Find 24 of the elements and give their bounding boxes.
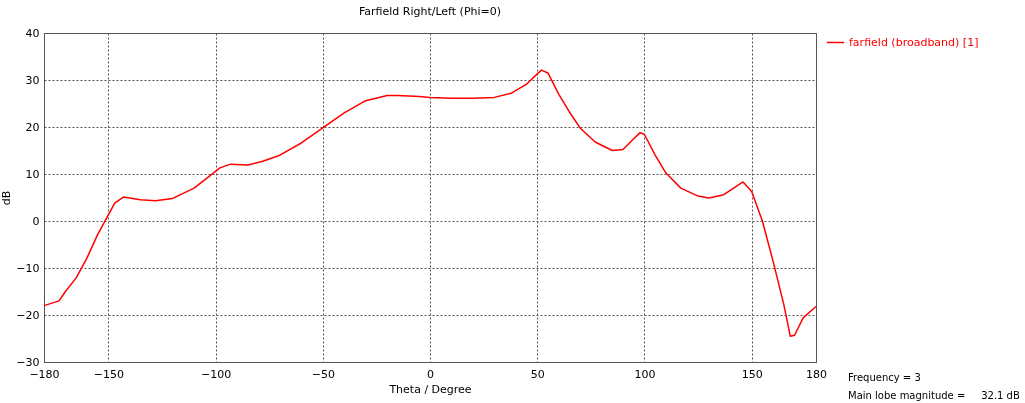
y-tick-label: −10 <box>16 261 40 275</box>
y-tick-label: 30 <box>25 73 40 87</box>
y-tick-label: −20 <box>16 308 40 322</box>
text: Main lobe magnitude = 32.1 dB <box>848 389 1020 403</box>
y-tick-label: −30 <box>16 355 40 369</box>
x-tick-label: 150 <box>741 367 763 381</box>
legend-label: farfield (broadband) [1] <box>849 35 979 49</box>
x-tick-label: −50 <box>311 367 335 381</box>
text: Frequency = 3 <box>848 371 922 385</box>
y-axis-title: dB <box>0 190 14 206</box>
y-tick-label: 20 <box>25 120 40 134</box>
x-tick-label: 50 <box>530 367 545 381</box>
y-tick-label: 0 <box>32 214 40 228</box>
y-tick-label: 10 <box>25 167 40 181</box>
x-tick-label: 0 <box>427 367 434 381</box>
y-tick-label: 40 <box>25 26 40 40</box>
line-series <box>43 69 817 337</box>
x-tick-label: −180 <box>29 367 60 381</box>
x-tick-label: 180 <box>806 367 827 381</box>
chart-title: Farfield Right/Left (Phi=0) <box>358 5 502 18</box>
x-tick-label: 100 <box>634 367 656 381</box>
x-axis-title: Theta / Degree <box>388 382 472 396</box>
x-tick-label: −100 <box>200 367 232 381</box>
x-tick-label: −150 <box>93 367 124 381</box>
